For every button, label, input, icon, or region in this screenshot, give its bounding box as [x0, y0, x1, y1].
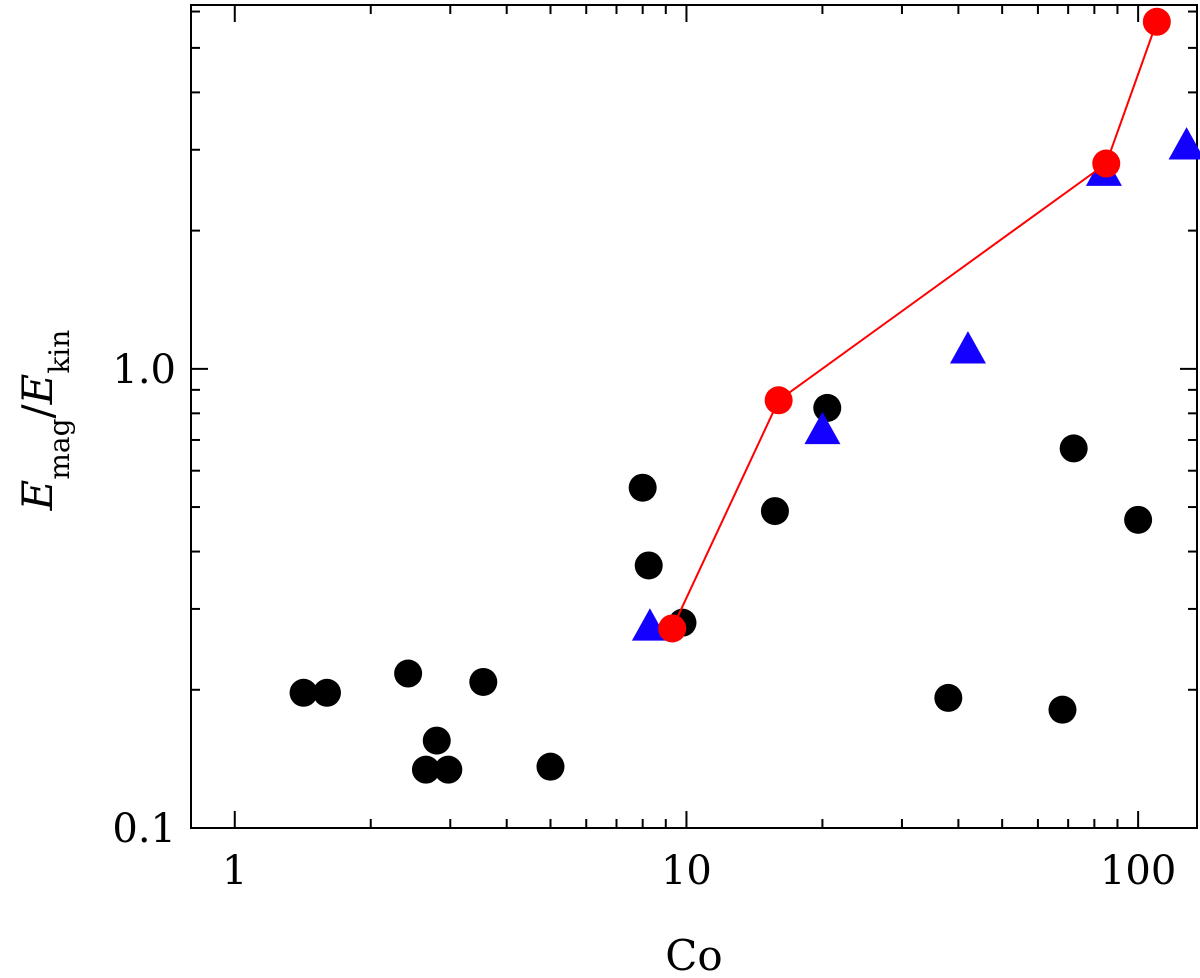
circle-marker — [1124, 505, 1153, 534]
y-tick-label: 1.0 — [112, 347, 176, 393]
series-line — [671, 21, 1158, 629]
y-tick-label: 0.1 — [112, 806, 176, 852]
circle-marker — [411, 755, 440, 784]
circle-marker — [813, 393, 842, 422]
triangle-marker — [804, 411, 841, 445]
triangle-marker — [1168, 127, 1200, 160]
circle-marker — [934, 683, 963, 712]
series-1 — [289, 393, 1153, 784]
circle-marker — [422, 726, 451, 755]
triangle-marker — [949, 331, 986, 364]
x-tick-label: 100 — [1100, 848, 1176, 894]
tick-labels: 1 10 100 0.1 1.0 — [112, 347, 1176, 894]
circle-marker — [469, 667, 498, 696]
circle-marker — [658, 614, 687, 643]
circle-marker — [764, 386, 793, 415]
circle-marker — [634, 551, 663, 580]
circle-marker — [1142, 7, 1171, 36]
x-tick-label: 10 — [661, 848, 712, 894]
y-axis-label: Emag/Ekin — [13, 330, 76, 512]
circle-marker — [312, 678, 341, 707]
circle-marker — [394, 659, 423, 688]
circle-marker — [434, 755, 463, 784]
circle-marker — [1048, 695, 1077, 724]
x-axis-label: Co — [665, 931, 722, 978]
plot-frame — [190, 4, 1198, 829]
circle-marker — [536, 752, 565, 781]
data-marks — [289, 7, 1200, 784]
axis-ticks — [191, 5, 1197, 829]
circle-marker — [628, 473, 657, 502]
circle-marker — [760, 497, 789, 526]
series-3 — [658, 7, 1171, 643]
x-tick-label: 1 — [222, 848, 247, 894]
circle-marker — [289, 678, 318, 707]
series-2 — [631, 127, 1200, 641]
circle-marker — [1059, 434, 1088, 463]
circle-marker — [1092, 149, 1121, 178]
